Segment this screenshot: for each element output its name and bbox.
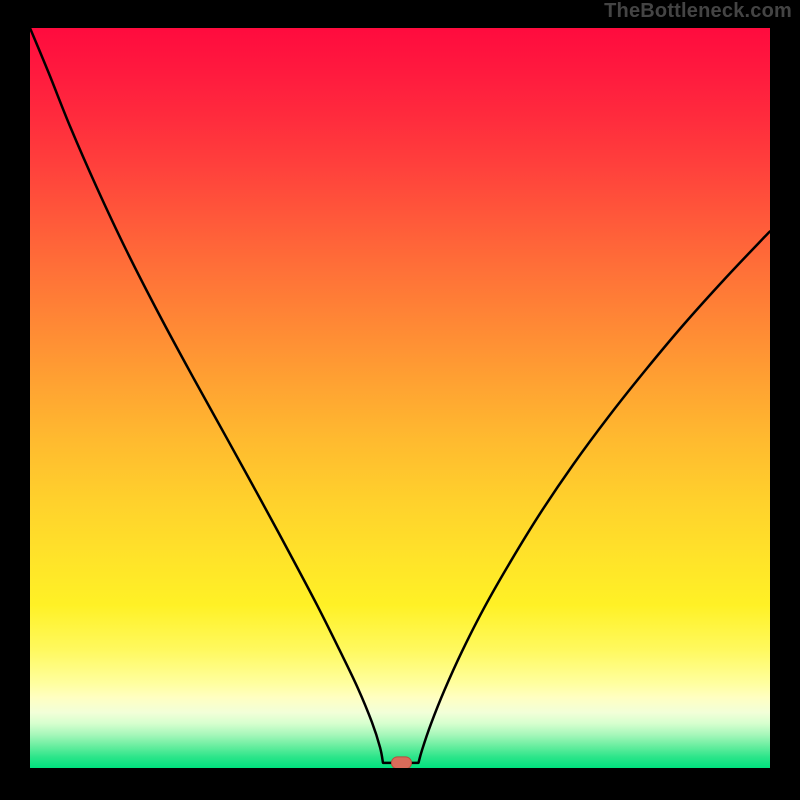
minimum-marker bbox=[391, 757, 411, 769]
chart-container: TheBottleneck.com bbox=[0, 0, 800, 800]
bottleneck-chart bbox=[0, 0, 800, 800]
plot-background-gradient bbox=[30, 28, 770, 768]
watermark-text: TheBottleneck.com bbox=[604, 0, 792, 23]
